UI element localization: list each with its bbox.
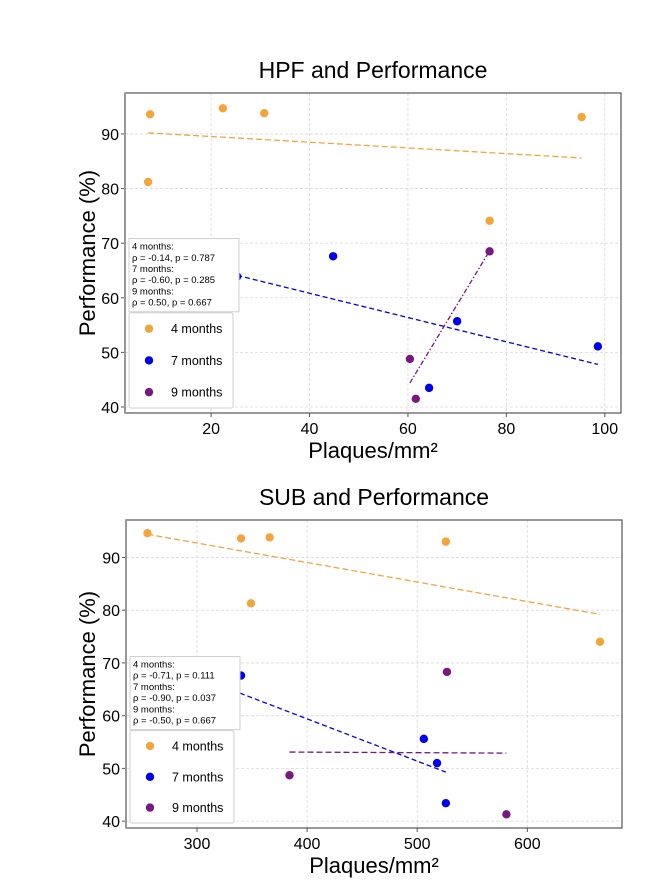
chart-hpf: HPF and Performance 20 40 60 80 100 40 50 60 70 80…	[75, 57, 622, 463]
point-9-months	[502, 810, 511, 819]
stats-line: 7 months:	[132, 264, 174, 275]
stats-line: ρ = -0.14, p = 0.787	[132, 253, 215, 264]
trendline-7-months	[202, 678, 447, 773]
y-axis-label: Performance (%)	[75, 591, 100, 757]
legend-marker-4-months	[144, 324, 154, 333]
y-tick-label: 60	[102, 709, 120, 726]
x-tick-label: 600	[514, 836, 541, 853]
legend-marker-9-months	[144, 387, 154, 397]
y-tick-label: 40	[102, 814, 120, 831]
point-7-months	[452, 317, 462, 326]
y-tick-label: 80	[101, 182, 119, 199]
point-4-months	[265, 533, 274, 542]
legend-marker-7-months	[144, 356, 154, 365]
stats-line: 4 months:	[133, 659, 175, 670]
y-axis-label: Performance (%)	[75, 170, 100, 336]
trendline-4-months	[148, 132, 582, 159]
point-4-months	[218, 104, 228, 113]
chart-sub: SUB and Performance 300 400 500 600 40 50 60 70 8…	[75, 484, 623, 878]
trendline-7-months	[237, 274, 599, 366]
trendline-9-months	[409, 252, 490, 384]
stats-line: ρ = -0.90, p = 0.037	[133, 693, 216, 704]
point-4-months	[485, 216, 494, 225]
legend-label: 7 months	[171, 354, 222, 368]
x-tick-label: 60	[399, 421, 417, 438]
x-tick-label: 300	[184, 836, 211, 853]
legend-marker-9-months	[145, 803, 155, 812]
x-tick-label: 80	[497, 421, 515, 438]
legend-label: 4 months	[171, 322, 222, 336]
point-7-months	[424, 383, 434, 393]
chart-title: HPF and Performance	[259, 57, 488, 83]
point-7-months	[593, 342, 603, 351]
legend-label: 7 months	[172, 770, 223, 784]
legend-marker-7-months	[145, 772, 155, 782]
x-axis-label: Plaques/mm²	[309, 853, 439, 878]
stats-line: ρ = -0.60, p = 0.285	[132, 275, 215, 286]
point-7-months	[441, 799, 451, 808]
stats-line: 9 months:	[132, 286, 174, 297]
point-4-months	[143, 528, 152, 538]
stats-line: 4 months:	[132, 242, 174, 253]
legend-marker-4-months	[145, 741, 155, 751]
point-4-months	[246, 599, 256, 608]
legend-label: 4 months	[172, 740, 223, 754]
point-7-months	[328, 252, 338, 261]
point-7-months	[432, 758, 442, 768]
point-9-months	[285, 771, 294, 780]
point-9-months	[405, 354, 415, 364]
y-tick-label: 80	[102, 603, 120, 620]
y-tick-label: 50	[102, 761, 120, 778]
stats-annotation-box	[129, 655, 241, 731]
y-tick-label: 50	[101, 345, 119, 362]
x-axis-label: Plaques/mm²	[308, 438, 438, 463]
x-tick-label: 40	[301, 421, 319, 438]
y-tick-label: 60	[101, 291, 119, 308]
trendline-4-months	[147, 533, 601, 616]
stats-line: 9 months:	[133, 704, 175, 715]
y-tick-label: 90	[102, 550, 120, 567]
stats-line: ρ = -0.71, p = 0.111	[133, 671, 215, 682]
legend-label: 9 months	[171, 386, 222, 400]
x-tick-label: 400	[294, 836, 321, 853]
x-tick-label: 500	[404, 836, 431, 853]
point-4-months	[236, 534, 246, 543]
point-9-months	[442, 667, 452, 677]
point-9-months	[485, 247, 494, 256]
legend	[128, 312, 234, 409]
stats-line: 7 months:	[133, 682, 175, 693]
y-tick-label: 40	[101, 400, 119, 417]
point-4-months	[145, 110, 155, 119]
stats-line: ρ = 0.50, p = 0.667	[132, 298, 212, 309]
y-tick-label: 70	[101, 236, 119, 253]
point-4-months	[260, 109, 269, 118]
y-tick-label: 90	[101, 127, 119, 144]
point-4-months	[441, 537, 451, 546]
legend-label: 9 months	[172, 801, 223, 815]
point-7-months	[419, 734, 429, 744]
trendline-9-months	[289, 751, 507, 754]
y-tick-label: 70	[102, 656, 120, 673]
x-tick-label: 100	[591, 421, 618, 438]
chart-title: SUB and Performance	[259, 484, 489, 510]
legend	[129, 730, 235, 824]
stats-line: ρ = -0.50, p = 0.667	[133, 715, 216, 726]
point-9-months	[411, 394, 421, 404]
point-4-months	[143, 177, 153, 187]
stats-annotation-box	[128, 238, 240, 313]
x-tick-label: 20	[202, 421, 220, 438]
point-4-months	[577, 112, 586, 122]
point-4-months	[595, 637, 605, 647]
